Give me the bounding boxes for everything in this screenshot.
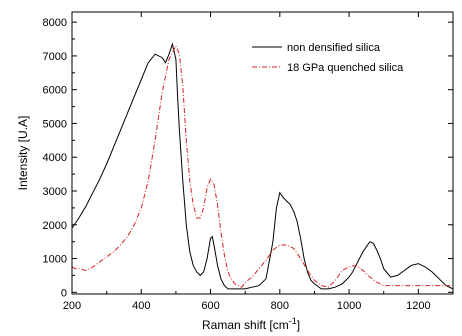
plot-frame (71, 11, 454, 295)
y-tick-label: 1000 (43, 254, 67, 266)
series-line-quenched (71, 44, 453, 288)
x-tick-label: 1000 (337, 300, 361, 312)
y-tick-label: 6000 (43, 85, 67, 97)
y-tick-label: 4000 (43, 152, 67, 164)
x-tick-label: 200 (63, 300, 81, 312)
y-tick-label: 5000 (43, 118, 67, 130)
y-tick-label: 3000 (43, 186, 67, 198)
x-axis-title-main: Raman shift [cm (202, 318, 289, 332)
y-tick-label: 8000 (43, 17, 67, 29)
x-axis-title: Raman shift [cm-1] (202, 316, 300, 332)
legend-label-non-densified: non densified silica (287, 42, 381, 54)
ticks-layer: 200 400 600 800 1000 1200 0 1000 2000 3000 4000 500… (43, 12, 453, 312)
series-line-non-densified (71, 42, 454, 290)
x-axis-title-superscript: -1 (289, 316, 297, 326)
x-tick-label: 600 (201, 300, 219, 312)
x-axis-title-suffix: ] (297, 318, 300, 332)
y-tick-label: 0 (61, 287, 67, 299)
x-tick-label: 400 (132, 300, 150, 312)
series-layer (71, 42, 454, 290)
x-tick-label: 800 (271, 300, 289, 312)
legend-label-quenched: 18 GPa quenched silica (287, 62, 404, 74)
y-axis-title: Intensity [U.A] (16, 116, 30, 191)
x-tick-label: 1200 (406, 300, 430, 312)
y-tick-label: 7000 (43, 51, 67, 63)
legend: non densified silica 18 GPa quenched sil… (252, 42, 404, 74)
y-tick-label: 2000 (43, 220, 67, 232)
